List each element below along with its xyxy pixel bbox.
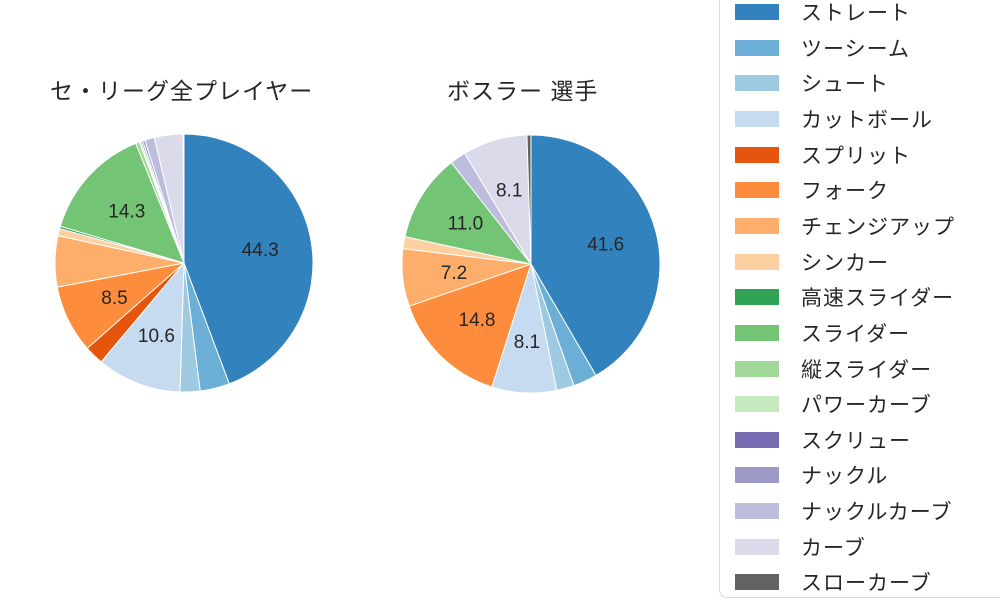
legend-item-label: 縦スライダー — [801, 358, 933, 382]
legend-item-label: スクリュー — [801, 429, 911, 453]
pie-slice — [100, 262, 185, 393]
pie-slice-value-label: 8.1 — [496, 180, 522, 201]
pie-slice-value-label: 8.5 — [101, 288, 127, 309]
pie-slice-value-label: 10.6 — [138, 326, 175, 347]
legend-item-label: チェンジアップ — [801, 215, 955, 239]
pie-slice-value-label: 14.3 — [108, 202, 145, 223]
pie-slice — [182, 133, 185, 264]
pie-slice-value-label: 41.6 — [587, 234, 624, 255]
legend-item-label: スライダー — [801, 322, 911, 346]
legend-item-label: カットボール — [801, 108, 933, 132]
pie-slice — [526, 134, 532, 265]
legend-item-label: スプリット — [801, 144, 911, 168]
legend-item-label: パワーカーブ — [801, 394, 932, 418]
pie-slice-value-label: 11.0 — [448, 214, 484, 235]
pie-slice-value-label: 7.2 — [441, 263, 467, 284]
legend-item-label: スローカーブ — [801, 572, 932, 596]
pie-slice — [59, 142, 185, 264]
pie-slice — [183, 133, 314, 385]
pie-slice-value-label: 8.1 — [514, 332, 540, 353]
legend-swatch-icon — [735, 39, 779, 56]
legend-swatch-icon — [735, 467, 779, 484]
legend-swatch-icon — [735, 360, 779, 377]
legend-swatch-icon — [735, 396, 779, 413]
legend-item-label: カーブ — [801, 536, 866, 560]
pie-slice — [530, 134, 661, 376]
legend-swatch-icon — [735, 217, 779, 234]
legend: ストレートツーシームシュートカットボール スプリットフォークチェンジアップ シンカー… — [719, 0, 1000, 598]
legend-swatch-icon — [735, 431, 779, 448]
legend-swatch-icon — [735, 110, 779, 127]
legend-swatch-icon — [735, 4, 779, 20]
legend-item-label: フォーク — [801, 180, 889, 204]
legend-swatch-icon — [735, 253, 779, 270]
legend-item-label: ツーシーム — [801, 37, 910, 61]
pie-slice-value-label: 14.8 — [459, 310, 496, 331]
legend-swatch-icon — [735, 75, 779, 92]
legend-item-label: シュート — [801, 73, 889, 97]
legend-item-label: 高速スライダー — [801, 287, 955, 311]
legend-swatch-icon — [735, 538, 779, 555]
legend-item-label: ナックルカーブ — [801, 501, 953, 525]
pie-chart-bosler-player: 41.6 8.1 14.8 7.2 11.0 8.1 — [401, 134, 661, 394]
legend-swatch-icon — [735, 289, 779, 306]
pie-slice — [404, 162, 532, 265]
pie-chart-league-all-players: 44.3 10.6 8.5 14.3 — [54, 133, 314, 393]
pie-slice-value-label: 44.3 — [242, 240, 279, 261]
legend-swatch-icon — [735, 503, 779, 520]
legend-swatch-icon — [735, 324, 779, 341]
legend-swatch-icon — [735, 574, 779, 591]
legend-item-label: シンカー — [801, 251, 889, 275]
pie-title-right: ボスラー 選手 — [447, 78, 599, 104]
legend-item-label: ストレート — [801, 2, 911, 25]
legend-swatch-icon — [735, 182, 779, 199]
legend-item-label: ナックル — [801, 465, 889, 489]
legend-swatch-icon — [735, 146, 779, 163]
pie-title-left: セ・リーグ全プレイヤー — [50, 78, 314, 104]
pie-slice — [408, 263, 532, 388]
